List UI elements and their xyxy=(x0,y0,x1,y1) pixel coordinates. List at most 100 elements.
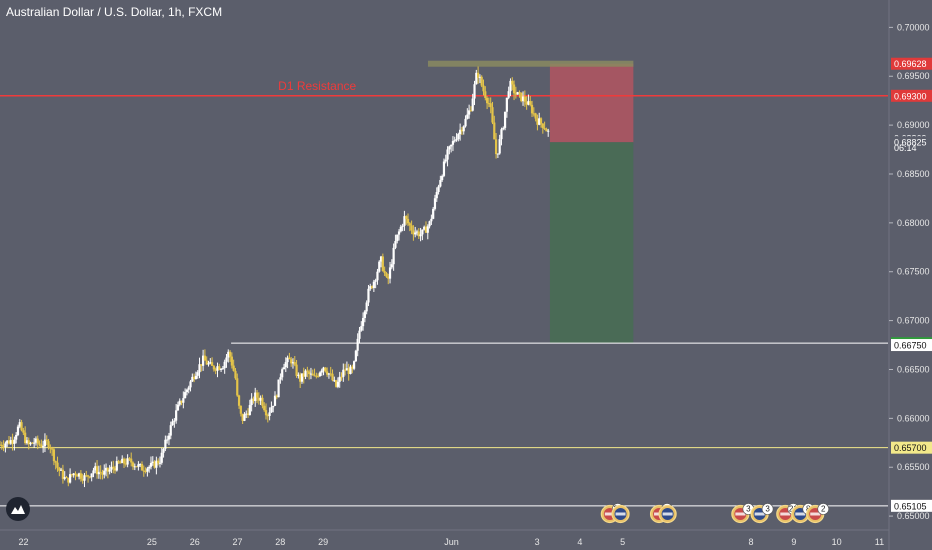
candle-bear xyxy=(494,139,498,155)
candle-bull xyxy=(248,405,251,416)
candle-bear xyxy=(469,110,473,112)
candle-bear xyxy=(534,113,537,119)
candle-bull xyxy=(121,458,124,463)
candle-bull xyxy=(466,114,469,119)
candle-bull xyxy=(455,139,458,141)
candle-bear xyxy=(70,474,73,476)
candle-bull xyxy=(243,414,246,421)
candle-bull xyxy=(448,146,451,150)
event-marker[interactable] xyxy=(611,504,630,524)
price-tag xyxy=(891,57,932,70)
candle-bear xyxy=(410,225,413,231)
candle-bull xyxy=(503,111,507,128)
candle-bull xyxy=(209,362,212,364)
candle-bull xyxy=(446,149,449,160)
symbol-title: Australian Dollar / U.S. Dollar, 1h, FXC… xyxy=(6,5,223,19)
candle-bull xyxy=(392,247,395,265)
candle-bull xyxy=(164,439,167,449)
candle-bull xyxy=(376,271,379,281)
candle-bull xyxy=(342,369,345,377)
candle-bull xyxy=(428,221,431,227)
candle-bull xyxy=(399,226,402,232)
tradingview-logo[interactable] xyxy=(6,497,30,521)
candle-bull xyxy=(521,96,525,102)
candle-bear xyxy=(124,463,127,465)
x-tick-label: 26 xyxy=(190,537,200,547)
candle-bear xyxy=(302,373,305,377)
event-marker[interactable]: 2 xyxy=(806,503,830,524)
candle-bull xyxy=(173,420,176,422)
candle-bear xyxy=(514,93,517,95)
candle-bull xyxy=(441,175,444,181)
candle-bull xyxy=(194,375,198,380)
candle-bear xyxy=(313,375,316,377)
candle-bull xyxy=(259,397,262,401)
event-count: 2 xyxy=(821,505,826,514)
candle-bull xyxy=(464,118,467,127)
candle-bull xyxy=(291,362,295,364)
candle-bull xyxy=(227,351,230,358)
candle-bull xyxy=(437,186,440,192)
candle-bear xyxy=(530,104,534,114)
candle-bear xyxy=(112,466,115,469)
price-tag xyxy=(891,136,932,149)
candle-bear xyxy=(315,375,318,377)
candle-bear xyxy=(157,460,160,464)
candle-bull xyxy=(169,425,172,436)
candle-bull xyxy=(268,412,271,416)
candle-bull xyxy=(221,368,224,370)
event-marker[interactable]: 3 xyxy=(750,503,774,524)
candle-bear xyxy=(22,430,25,433)
candle-bull xyxy=(9,440,12,444)
candle-bull xyxy=(369,286,372,289)
flag-stripe xyxy=(604,512,615,516)
candle-bull xyxy=(496,153,499,155)
event-marker[interactable]: 3 xyxy=(731,503,755,524)
candle-bull xyxy=(108,469,111,472)
candle-bull xyxy=(336,381,340,387)
candle-bull xyxy=(94,466,97,471)
candle-bear xyxy=(351,366,354,369)
candle-bear xyxy=(205,360,208,365)
candle-bear xyxy=(56,462,59,468)
flag-stripe xyxy=(662,512,673,516)
candle-bear xyxy=(529,101,532,105)
x-tick-label: 4 xyxy=(577,537,582,547)
candle-bull xyxy=(90,473,93,478)
price-tag-label: 0.69300 xyxy=(894,91,927,101)
candle-bull xyxy=(372,281,375,288)
candle-bear xyxy=(81,478,84,481)
flag-stripe xyxy=(780,512,791,516)
candle-bull xyxy=(207,363,210,365)
candle-bear xyxy=(95,466,99,475)
candle-bear xyxy=(76,474,79,477)
candle-bull xyxy=(297,374,300,376)
candle-bull xyxy=(160,452,163,463)
event-count-badge xyxy=(817,503,830,515)
candle-bear xyxy=(47,441,50,448)
candle-bear xyxy=(326,371,329,375)
candle-bear xyxy=(99,471,102,474)
candle-bear xyxy=(520,92,523,102)
event-marker[interactable] xyxy=(658,504,677,524)
candle-bull xyxy=(354,350,357,362)
candle-bear xyxy=(117,461,120,463)
y-tick-label: 0.65500 xyxy=(897,462,930,472)
candle-bear xyxy=(24,432,27,444)
candle-bear xyxy=(85,475,88,477)
candle-bull xyxy=(148,466,151,469)
y-tick-label: 0.67500 xyxy=(897,267,930,277)
candle-bear xyxy=(257,397,260,401)
candle-bull xyxy=(184,392,187,399)
candle-bear xyxy=(153,461,156,468)
candle-bear xyxy=(480,76,483,86)
candle-bull xyxy=(167,435,171,440)
candle-bull xyxy=(60,469,63,471)
candle-bull xyxy=(509,80,512,92)
candle-bull xyxy=(453,140,456,142)
candle-bull xyxy=(367,288,370,303)
event-count-badge xyxy=(761,503,774,515)
event-count: 3 xyxy=(765,505,770,514)
candle-bull xyxy=(270,407,273,413)
